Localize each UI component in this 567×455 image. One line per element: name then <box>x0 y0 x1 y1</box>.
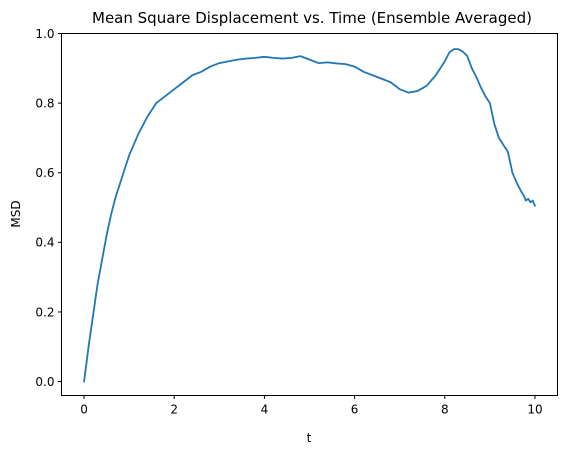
y-tick-label: 0.2 <box>35 305 54 319</box>
y-axis-label: MSD <box>9 200 23 227</box>
x-tick-label: 4 <box>261 403 269 417</box>
x-axis-ticks: 0 2 4 6 8 10 <box>80 395 543 417</box>
y-tick-label: 0.8 <box>35 96 54 110</box>
x-axis-label: t <box>307 431 312 445</box>
chart-title: Mean Square Displacement vs. Time (Ensem… <box>92 9 532 27</box>
x-tick-label: 10 <box>527 403 542 417</box>
x-tick-label: 6 <box>351 403 359 417</box>
y-tick-label: 0.0 <box>35 375 54 389</box>
x-tick-label: 2 <box>170 403 178 417</box>
y-tick-label: 1.0 <box>35 27 54 41</box>
y-tick-label: 0.6 <box>35 166 54 180</box>
plot-area-frame <box>61 33 558 396</box>
y-axis-ticks: 0.0 0.2 0.4 0.6 0.8 1.0 <box>35 27 62 389</box>
series-layer <box>83 48 536 383</box>
msd-series-line <box>83 48 536 383</box>
y-tick-label: 0.4 <box>35 236 54 250</box>
x-tick-label: 0 <box>80 403 88 417</box>
x-tick-label: 8 <box>441 403 449 417</box>
